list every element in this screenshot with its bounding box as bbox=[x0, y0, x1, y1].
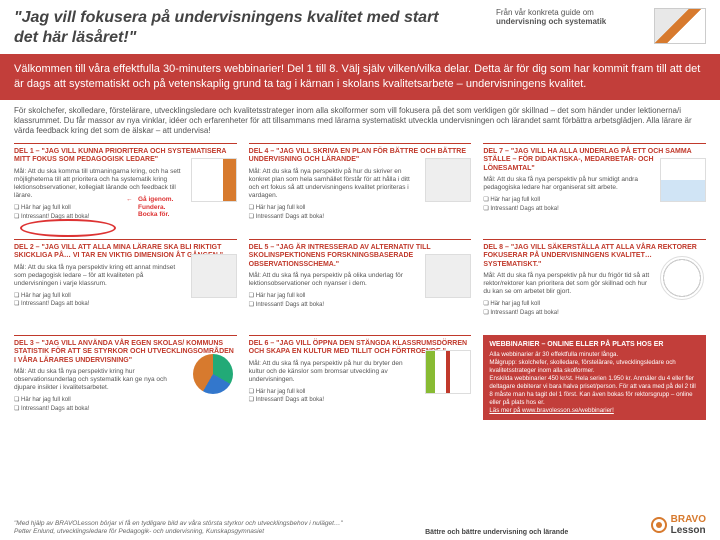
guide-lead: Från vår konkreta guide om bbox=[496, 8, 594, 17]
check-a[interactable]: Här har jag full koll bbox=[14, 396, 237, 404]
checklist: Här har jag full koll Intressant! Dags a… bbox=[14, 396, 237, 413]
cell-image bbox=[191, 158, 237, 202]
pie-chart-icon bbox=[193, 354, 233, 394]
headline: "Jag vill fokusera på undervisningens kv… bbox=[14, 8, 454, 48]
cell-del5: DEL 5 – "JAG ÄR INTRESSERAD AV ALTERNATI… bbox=[249, 239, 472, 331]
promo-link[interactable]: Läs mer på www.bravolesson.se/webbinarie… bbox=[489, 407, 700, 415]
cell-image bbox=[425, 254, 471, 298]
checklist: Här har jag full koll Intressant! Dags a… bbox=[14, 204, 237, 221]
annotation: Gå igenom.Fundera.Bocka för. bbox=[138, 196, 173, 219]
promo-box: WEBBINARIER – ONLINE ELLER PÅ PLATS HOS … bbox=[483, 335, 706, 421]
check-b[interactable]: Intressant! Dags att boka! bbox=[14, 213, 237, 221]
check-a[interactable]: Här har jag full koll bbox=[14, 204, 237, 212]
bravo-logo: BRAVO Lesson bbox=[651, 514, 706, 536]
cell-promo: WEBBINARIER – ONLINE ELLER PÅ PLATS HOS … bbox=[483, 335, 706, 427]
cell-del1: DEL 1 – "JAG VILL KUNNA PRIORITERA OCH S… bbox=[14, 143, 237, 235]
logo-text-2: Lesson bbox=[671, 525, 706, 536]
promo-title: WEBBINARIER – ONLINE ELLER PÅ PLATS HOS … bbox=[489, 340, 700, 349]
cell-image bbox=[191, 254, 237, 298]
footer-quote: "Med hjälp av BRAVOLesson börjar vi få e… bbox=[14, 520, 343, 527]
check-b[interactable]: Intressant! Dags att boka! bbox=[483, 205, 706, 213]
guide-image bbox=[654, 8, 706, 44]
cell-del3: DEL 3 – "JAG VILL ANVÄNDA VÅR EGEN SKOLA… bbox=[14, 335, 237, 427]
clock-icon bbox=[660, 256, 704, 300]
check-b[interactable]: Intressant! Dags att boka! bbox=[14, 405, 237, 413]
footer: "Med hjälp av BRAVOLesson börjar vi få e… bbox=[14, 514, 706, 536]
red-intro-band: Välkommen till våra effektfulla 30-minut… bbox=[0, 54, 720, 100]
check-a[interactable]: Här har jag full koll bbox=[483, 300, 706, 308]
check-b[interactable]: Intressant! Dags att boka! bbox=[14, 300, 237, 308]
cell-del4: DEL 4 – "JAG VILL SKRIVA EN PLAN FÖR BÄT… bbox=[249, 143, 472, 235]
footer-byline: Petter Enlund, utvecklingsledare för Ped… bbox=[14, 528, 264, 535]
cell-del8: DEL 8 – "JAG VILL SÄKERSTÄLLA ATT ALLA V… bbox=[483, 239, 706, 331]
promo-line: Målgrupp: skolchefer, skolledare, förste… bbox=[489, 359, 700, 375]
cell-del7: DEL 7 – "JAG VILL HA ALLA UNDERLAG PÅ ET… bbox=[483, 143, 706, 235]
check-b[interactable]: Intressant! Dags att boka! bbox=[249, 213, 472, 221]
logo-text-1: BRAVO bbox=[671, 514, 706, 525]
cell-del2: DEL 2 – "JAG VILL ATT ALLA MINA LÄRARE S… bbox=[14, 239, 237, 331]
promo-line: Alla webbinarier är 30 effektfulla minut… bbox=[489, 351, 700, 359]
promo-line: Enskilda webbinarier 450 kr/st. Hela ser… bbox=[489, 375, 700, 407]
circle-highlight bbox=[20, 219, 116, 237]
checklist: Här har jag full koll Intressant! Dags a… bbox=[249, 204, 472, 221]
cell-image bbox=[660, 158, 706, 202]
check-b[interactable]: Intressant! Dags att boka! bbox=[249, 396, 472, 404]
logo-mark-icon bbox=[651, 517, 667, 533]
guide-bold: undervisning och systematik bbox=[496, 17, 606, 26]
check-b[interactable]: Intressant! Dags att boka! bbox=[483, 309, 706, 317]
cell-image bbox=[425, 350, 471, 394]
cell-del6: DEL 6 – "JAG VILL ÖPPNA DEN STÄNGDA KLAS… bbox=[249, 335, 472, 427]
footer-tagline: Bättre och bättre undervisning och läran… bbox=[425, 529, 568, 536]
cell-image bbox=[425, 158, 471, 202]
check-a[interactable]: Här har jag full koll bbox=[249, 204, 472, 212]
intro-paragraph: För skolchefer, skolledare, förstelärare… bbox=[0, 100, 720, 141]
webinar-grid: DEL 1 – "JAG VILL KUNNA PRIORITERA OCH S… bbox=[0, 141, 720, 427]
checklist: Här har jag full koll Intressant! Dags a… bbox=[483, 300, 706, 317]
check-b[interactable]: Intressant! Dags att boka! bbox=[249, 301, 472, 309]
guide-box: Från vår konkreta guide om undervisning … bbox=[496, 8, 706, 44]
